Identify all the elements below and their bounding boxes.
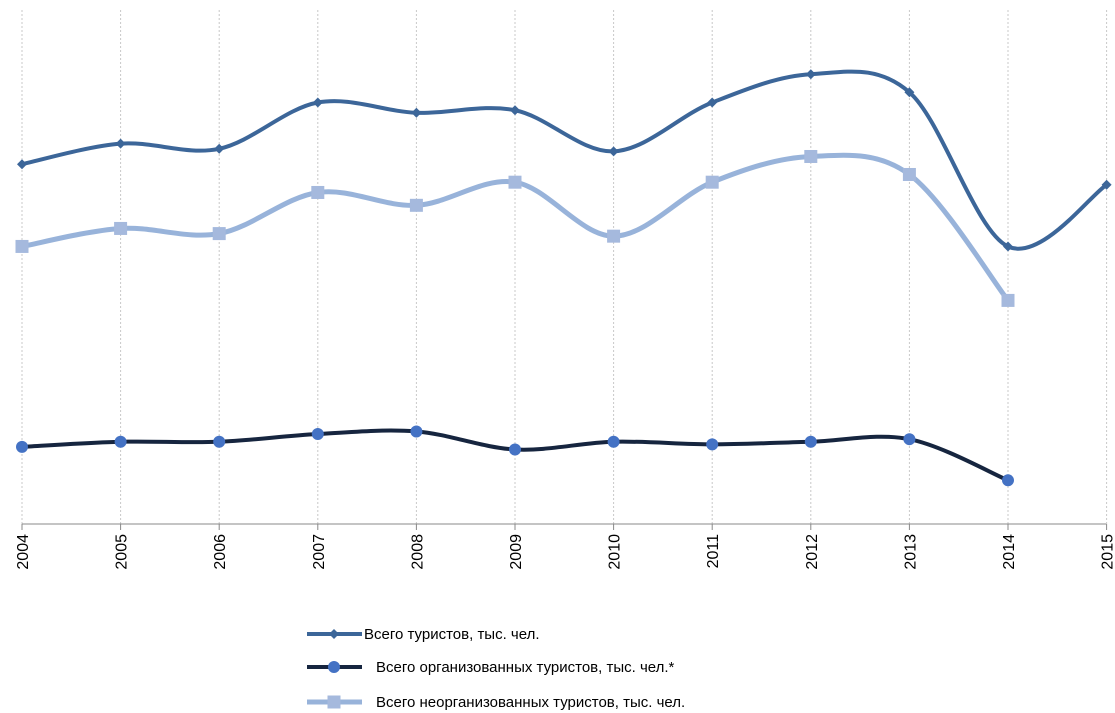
series-line-1 bbox=[20, 69, 1109, 251]
data-point bbox=[1002, 474, 1014, 487]
data-point bbox=[411, 107, 422, 118]
x-tick-label: 2008 bbox=[409, 534, 426, 570]
data-point bbox=[707, 97, 718, 108]
data-point bbox=[509, 443, 521, 456]
legend-swatch-marker bbox=[327, 695, 341, 709]
data-point bbox=[114, 221, 128, 235]
legend-item: Всего организованных туристов, тыс. чел.… bbox=[307, 659, 675, 676]
x-tick-label: 2015 bbox=[1100, 534, 1115, 570]
data-point bbox=[1101, 179, 1112, 190]
data-point bbox=[510, 105, 520, 116]
data-point bbox=[706, 438, 719, 451]
series-markers bbox=[15, 69, 1112, 487]
data-point bbox=[16, 440, 28, 453]
data-point bbox=[607, 435, 620, 448]
legend-label: Всего туристов, тыс. чел. bbox=[364, 626, 540, 643]
legend-item: Всего неорганизованных туристов, тыс. че… bbox=[307, 694, 685, 711]
legend-label: Всего неорганизованных туристов, тыс. че… bbox=[376, 694, 685, 711]
data-point bbox=[312, 97, 323, 108]
data-point bbox=[115, 138, 126, 149]
data-point bbox=[1003, 241, 1013, 252]
x-tick-label: 2006 bbox=[212, 534, 229, 570]
data-point bbox=[608, 146, 619, 157]
x-tick-label: 2004 bbox=[15, 534, 32, 570]
data-point bbox=[409, 198, 423, 212]
data-point bbox=[903, 433, 916, 446]
legend-swatch-marker bbox=[329, 629, 339, 639]
data-point bbox=[311, 185, 325, 199]
data-point bbox=[804, 149, 818, 163]
x-tick-label: 2005 bbox=[114, 534, 131, 570]
data-point bbox=[410, 425, 423, 438]
x-tick-label: 2009 bbox=[508, 534, 525, 570]
data-point bbox=[508, 175, 522, 189]
x-tick-labels: 2004 2005 2006 2007 2008 2009 2010 2011 2012 2013… bbox=[15, 534, 1115, 570]
x-tick-label: 2011 bbox=[705, 534, 722, 569]
data-point bbox=[114, 435, 127, 448]
data-point bbox=[311, 428, 324, 441]
data-point bbox=[705, 175, 719, 189]
data-point bbox=[214, 143, 225, 154]
legend: Всего туристов, тыс. чел. Всего организов… bbox=[307, 626, 685, 711]
x-axis-ticks bbox=[21, 524, 1108, 530]
x-tick-label: 2007 bbox=[311, 534, 328, 570]
x-tick-label: 2012 bbox=[804, 534, 821, 570]
data-point bbox=[805, 69, 816, 80]
x-tick-label: 2010 bbox=[607, 534, 624, 570]
data-point bbox=[213, 435, 226, 448]
data-point bbox=[17, 159, 27, 170]
data-point bbox=[904, 87, 915, 98]
data-point bbox=[1001, 293, 1015, 307]
data-point bbox=[212, 227, 226, 241]
legend-swatch-marker bbox=[328, 661, 340, 673]
legend-item: Всего туристов, тыс. чел. bbox=[307, 626, 540, 643]
legend-label: Всего организованных туристов, тыс. чел.… bbox=[376, 659, 675, 676]
data-point bbox=[15, 239, 29, 253]
x-tick-label: 2013 bbox=[902, 534, 919, 570]
data-point bbox=[902, 167, 916, 181]
data-point bbox=[607, 229, 621, 243]
series-lines bbox=[19, 69, 1109, 483]
x-tick-label: 2014 bbox=[1001, 534, 1018, 570]
data-point bbox=[804, 435, 817, 448]
